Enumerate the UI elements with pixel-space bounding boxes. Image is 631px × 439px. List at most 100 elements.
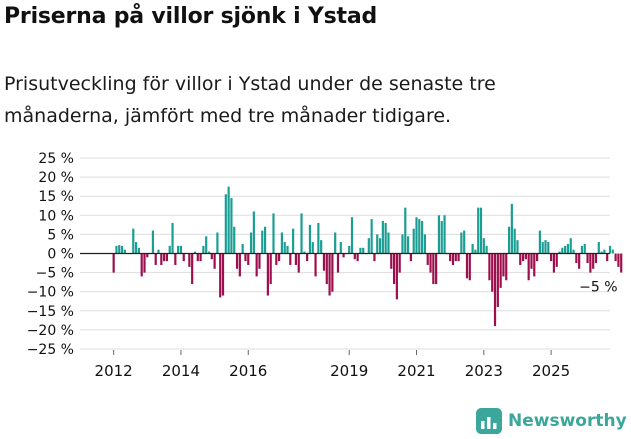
y-tick-label: −15 %: [27, 304, 74, 320]
bar: [241, 243, 244, 254]
bar: [373, 253, 376, 262]
bar: [409, 253, 412, 262]
bar: [519, 253, 522, 265]
bar: [572, 249, 575, 254]
bar: [620, 253, 623, 273]
bar: [435, 253, 438, 285]
bar: [510, 203, 513, 254]
bar: [123, 249, 126, 254]
bar: [547, 242, 550, 254]
bar: [558, 251, 561, 254]
bar: [207, 251, 211, 254]
bar: [317, 222, 320, 254]
bar: [272, 213, 275, 254]
bar: [387, 232, 390, 254]
bar: [423, 234, 427, 254]
bar: [407, 236, 410, 254]
bar: [269, 253, 272, 285]
bar: [491, 253, 494, 292]
bar: [594, 253, 598, 264]
bar: [182, 253, 185, 262]
bar: [235, 253, 239, 269]
y-tick-label: −25 %: [27, 342, 74, 358]
bar: [134, 242, 138, 254]
bar: [294, 253, 298, 265]
bar: [205, 236, 208, 254]
bar: [502, 253, 505, 277]
bar: [263, 226, 267, 254]
bar: [485, 245, 488, 254]
bar: [202, 245, 205, 254]
bar: [474, 249, 477, 254]
bar: [334, 232, 337, 254]
bar: [171, 222, 174, 254]
bar: [140, 253, 143, 277]
bar: [432, 253, 435, 285]
bar: [163, 253, 166, 262]
chart-title: Priserna på villor sjönk i Ystad: [4, 4, 378, 29]
bar: [555, 253, 558, 267]
bar: [367, 238, 370, 254]
y-tick-label: 25 %: [38, 151, 74, 167]
bar: [614, 253, 617, 262]
y-tick-label: 20 %: [38, 170, 74, 186]
bar: [550, 253, 553, 262]
bar: [536, 253, 539, 262]
bar: [493, 253, 497, 327]
bar: [443, 215, 446, 254]
bar: [440, 221, 443, 254]
bar: [463, 230, 466, 254]
bar: [247, 253, 250, 265]
y-tick-label: 0 %: [47, 247, 74, 263]
bar: [404, 207, 407, 254]
bar: [137, 247, 140, 254]
bar: [603, 249, 606, 254]
bar: [513, 228, 516, 254]
bar: [308, 224, 312, 254]
grid-lines: [80, 157, 610, 350]
y-tick-label: −10 %: [27, 285, 74, 301]
bar: [297, 253, 300, 273]
bar: [227, 186, 230, 254]
bar: [160, 253, 163, 265]
bar: [437, 215, 441, 254]
bar: [376, 234, 379, 254]
bar: [325, 253, 328, 285]
bar: [168, 245, 171, 254]
bar: [224, 194, 227, 254]
bar: [350, 217, 354, 254]
bar: [143, 253, 146, 273]
bar: [115, 245, 118, 254]
bar: [146, 253, 149, 258]
bar: [132, 228, 135, 254]
bar: [353, 253, 356, 260]
bar: [154, 253, 157, 265]
bar: [390, 253, 393, 269]
bar: [238, 253, 241, 277]
bar: [266, 253, 269, 296]
bar: [566, 243, 570, 254]
bar: [191, 253, 194, 285]
bar: [592, 253, 595, 269]
bar: [244, 253, 247, 262]
bar: [188, 253, 191, 267]
bar: [331, 253, 334, 292]
bar: [586, 253, 589, 264]
bar: [289, 253, 292, 265]
bar: [496, 253, 499, 307]
y-tick-label: 15 %: [38, 189, 74, 205]
bar: [465, 253, 469, 279]
newsworthy-brand[interactable]: Newsworthy: [476, 408, 627, 434]
bar: [314, 253, 317, 277]
bar: [477, 207, 480, 254]
bar: [216, 232, 219, 254]
bar: [275, 253, 278, 265]
bar: [488, 253, 491, 281]
bar: [252, 211, 255, 254]
bar: [221, 253, 225, 296]
brand-name: Newsworthy: [508, 411, 627, 431]
bar: [564, 245, 567, 254]
bar: [378, 238, 382, 254]
bar: [233, 226, 236, 254]
